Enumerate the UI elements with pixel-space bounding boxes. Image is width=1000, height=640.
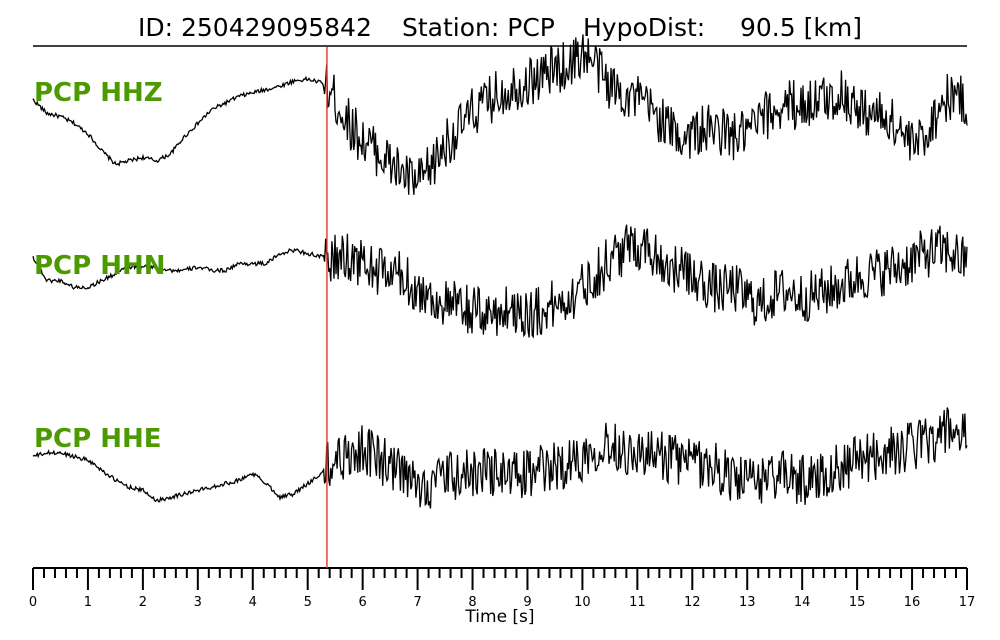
x-tick-label: 8 [468,595,476,610]
x-tick-label: 6 [359,595,367,610]
x-tick-label: 17 [959,595,976,610]
x-tick-label: 14 [794,595,811,610]
x-tick-label: 12 [684,595,701,610]
trace-pcp-hhz [32,34,968,195]
x-tick-label: 4 [249,595,257,610]
title-hypodist-label: HypoDist: [583,13,705,42]
x-tick-label: 1 [84,595,92,610]
trace-pcp-hhe [32,407,968,509]
trace-group [32,34,968,509]
x-tick-label: 13 [739,595,756,610]
x-tick-label: 11 [629,595,646,610]
x-tick-label: 9 [523,595,531,610]
x-tick-label: 2 [139,595,147,610]
channel-label-pcp-hhn: PCP HHN [34,251,166,281]
x-tick-label: 7 [413,595,421,610]
channel-label-group: PCP HHZ PCP HHN PCP HHE [34,78,166,454]
x-tick-label: 10 [574,595,591,610]
x-tick-label: 3 [194,595,202,610]
title-station: Station: PCP [402,13,555,42]
x-tick-label: 16 [904,595,921,610]
time-axis: 0 1 2 3 4 5 6 7 8 9 10 11 12 13 14 15 16 17 [29,567,976,610]
x-tick-label: 5 [304,595,312,610]
channel-label-pcp-hhz: PCP HHZ [34,78,163,108]
channel-label-pcp-hhe: PCP HHE [34,424,162,454]
trace-pcp-hhn [32,224,968,339]
x-tick-label: 15 [849,595,866,610]
title-id: ID: 250429095842 [138,13,372,42]
title-hypodist-value: 90.5 [km] [740,13,862,42]
x-axis-label: Time [s] [464,607,534,627]
x-tick-label: 0 [29,595,37,610]
